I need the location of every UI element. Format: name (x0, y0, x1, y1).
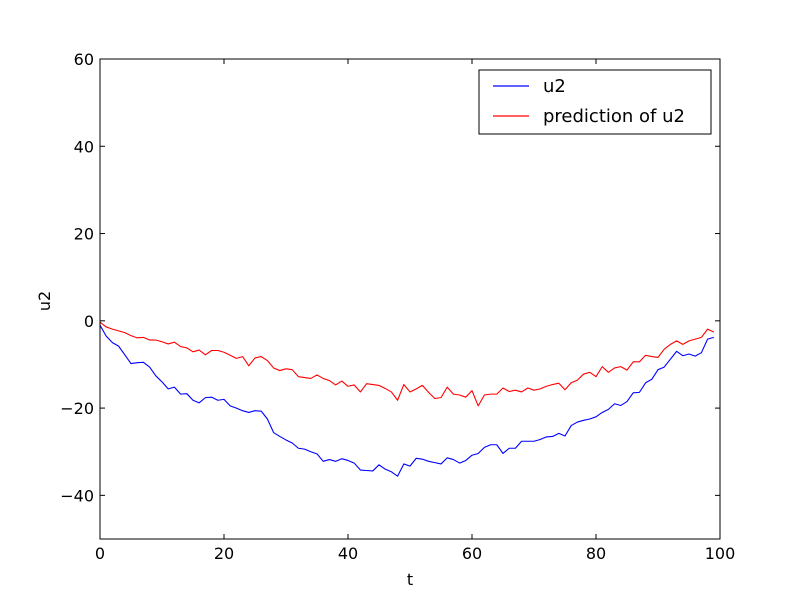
series-line-prediction-of-u2 (99, 321, 715, 407)
y-tick-label: 20 (74, 225, 94, 244)
x-tick-label: 0 (95, 544, 105, 563)
legend-label-u2: u2 (543, 76, 566, 97)
ticks-layer: 0 20 40 60 80 100 −40 −20 0 20 40 60 (60, 50, 735, 563)
x-tick-label: 60 (462, 544, 482, 563)
y-tick-label: 60 (74, 50, 94, 69)
legend-box (478, 69, 712, 135)
x-axis-label: t (407, 570, 413, 589)
x-tick-label: 100 (705, 544, 736, 563)
y-tick-label: 0 (84, 312, 94, 331)
series-line-u2 (99, 324, 714, 477)
x-tick-label: 80 (586, 544, 606, 563)
legend: u2 prediction of u2 (478, 69, 712, 135)
legend-label-prediction-of-u2: prediction of u2 (543, 106, 685, 127)
x-tick-label: 40 (338, 544, 358, 563)
plot-frame (99, 58, 721, 540)
y-tick-label: 40 (74, 137, 94, 156)
y-tick-label: −40 (60, 486, 94, 505)
x-tick-label: 20 (214, 544, 234, 563)
y-tick-label: −20 (60, 399, 94, 418)
y-axis-label: u2 (35, 291, 54, 311)
series-layer (99, 321, 715, 477)
